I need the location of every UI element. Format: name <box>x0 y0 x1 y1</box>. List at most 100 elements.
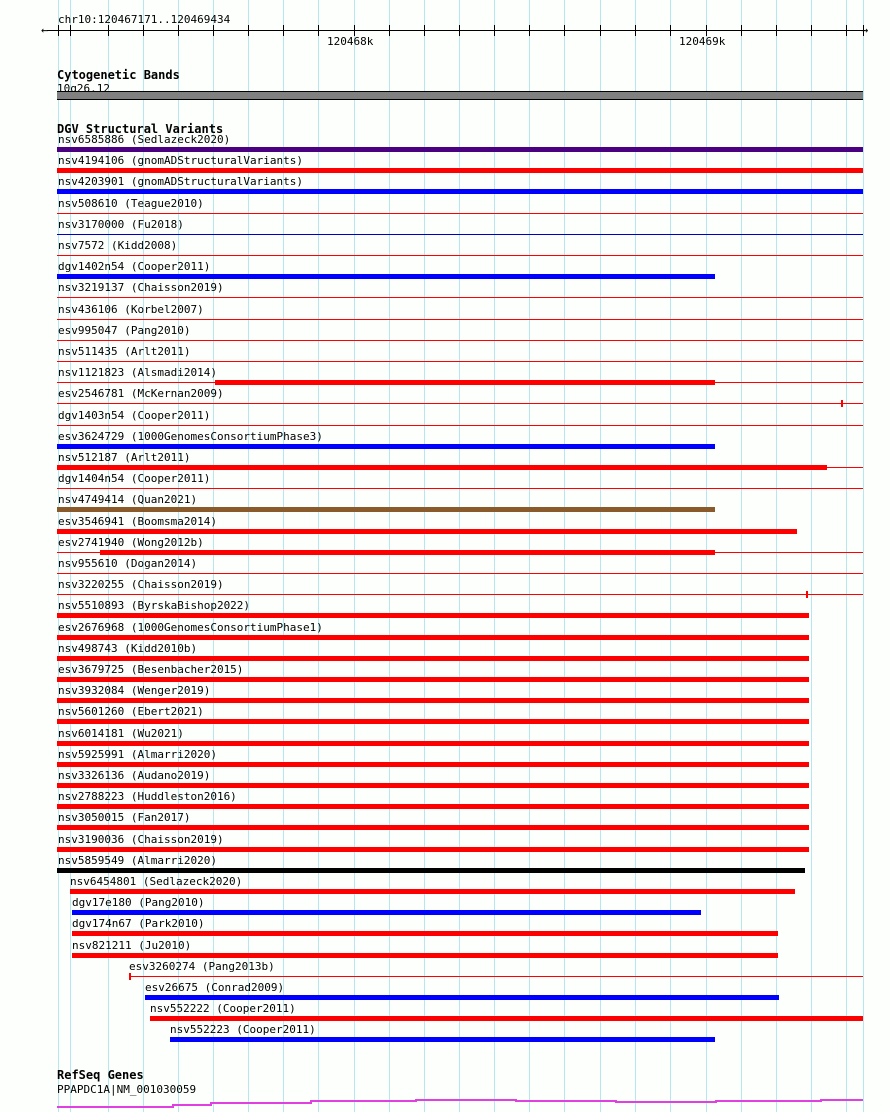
variant-bar[interactable] <box>57 573 863 574</box>
coordinate-ruler[interactable]: chr10:120467171..120469434 ← → 120468k 12… <box>0 0 890 50</box>
variant-bar[interactable] <box>100 549 715 555</box>
variant-track-row[interactable]: nsv3190036 (Chaisson2019) <box>0 833 890 854</box>
variant-bar[interactable] <box>57 634 809 640</box>
variant-track-row[interactable]: dgv17e180 (Pang2010) <box>0 896 890 917</box>
variant-track-row[interactable]: nsv3932084 (Wenger2019) <box>0 684 890 705</box>
variant-bar[interactable] <box>57 698 809 704</box>
variant-bar[interactable] <box>150 1016 863 1022</box>
variant-track-row[interactable]: dgv1403n54 (Cooper2011) <box>0 409 890 430</box>
gene-exon-segment[interactable] <box>310 1100 415 1102</box>
variant-bar[interactable] <box>57 318 863 320</box>
variant-track-row[interactable]: nsv5859549 (Almarri2020) <box>0 854 890 875</box>
gene-exon-segment[interactable] <box>172 1104 210 1106</box>
variant-bar[interactable] <box>57 297 863 299</box>
variant-bar[interactable] <box>57 168 863 174</box>
variant-track-row[interactable]: dgv174n67 (Park2010) <box>0 917 890 938</box>
variant-bar[interactable] <box>57 594 863 596</box>
variant-track-row[interactable]: nsv511435 (Arlt2011) <box>0 345 890 366</box>
variant-bar[interactable] <box>57 403 863 405</box>
variant-track-row[interactable]: esv3624729 (1000GenomesConsortiumPhase3) <box>0 430 890 451</box>
variant-track-row[interactable]: esv2676968 (1000GenomesConsortiumPhase1) <box>0 621 890 642</box>
variant-track-row[interactable]: esv3546941 (Boomsma2014) <box>0 515 890 536</box>
variant-track-row[interactable]: nsv4749414 (Quan2021) <box>0 493 890 514</box>
variant-track-row[interactable]: esv995047 (Pang2010) <box>0 324 890 345</box>
variant-bar[interactable] <box>57 740 809 746</box>
variant-bar[interactable] <box>57 424 863 426</box>
variant-bar[interactable] <box>57 804 809 810</box>
variant-bar[interactable] <box>215 380 715 386</box>
variant-track-row[interactable]: nsv4203901 (gnomADStructuralVariants) <box>0 175 890 196</box>
variant-track-row[interactable]: nsv2788223 (Huddleston2016) <box>0 790 890 811</box>
gene-exon-segment[interactable] <box>515 1100 615 1102</box>
variant-bar[interactable] <box>57 465 827 470</box>
variant-bar[interactable] <box>57 147 863 152</box>
ruler-right-arrow-icon[interactable]: → <box>861 23 869 37</box>
variant-track-row[interactable]: nsv3170000 (Fu2018) <box>0 218 890 239</box>
gene-exon-segment[interactable] <box>415 1099 515 1101</box>
variant-bar[interactable] <box>57 339 863 341</box>
variant-bar[interactable] <box>57 361 863 362</box>
variant-bar[interactable] <box>57 443 715 449</box>
variant-bar[interactable] <box>129 975 863 977</box>
variant-track-row[interactable]: nsv3326136 (Audano2019) <box>0 769 890 790</box>
variant-track-row[interactable]: nsv5925991 (Almarri2020) <box>0 748 890 769</box>
variant-track-row[interactable]: nsv512187 (Arlt2011) <box>0 451 890 472</box>
variant-bar[interactable] <box>57 825 809 831</box>
variant-bar[interactable] <box>57 488 863 490</box>
variant-bar[interactable] <box>57 677 809 682</box>
variant-track-row[interactable]: esv2546781 (McKernan2009) <box>0 387 890 408</box>
variant-bar[interactable] <box>57 783 809 788</box>
variant-track-row[interactable]: nsv6454801 (Sedlazeck2020) <box>0 875 890 896</box>
variant-track-row[interactable]: nsv3050015 (Fan2017) <box>0 811 890 832</box>
variant-bar[interactable] <box>57 613 809 619</box>
refseq-gene-label: PPAPDC1A|NM_001030059 <box>57 1083 197 1096</box>
gene-exon-segment[interactable] <box>820 1099 863 1101</box>
variant-track-row[interactable]: nsv3219137 (Chaisson2019) <box>0 281 890 302</box>
variant-track-row[interactable]: nsv1121823 (Alsmadi2014) <box>0 366 890 387</box>
gene-exon-segment[interactable] <box>57 1106 172 1108</box>
gene-exon-segment[interactable] <box>715 1100 820 1102</box>
variant-track-row[interactable]: nsv6585886 (Sedlazeck2020) <box>0 133 890 154</box>
variant-track-row[interactable]: esv2741940 (Wong2012b) <box>0 536 890 557</box>
variant-track-row[interactable]: dgv1402n54 (Cooper2011) <box>0 260 890 281</box>
gene-exon-segment[interactable] <box>210 1102 310 1104</box>
variant-track-row[interactable]: nsv5510893 (ByrskaBishop2022) <box>0 599 890 620</box>
variant-track-row[interactable]: nsv552223 (Cooper2011) <box>0 1023 890 1044</box>
variant-track-row[interactable]: esv3679725 (Besenbacher2015) <box>0 663 890 684</box>
ruler-left-arrow-icon[interactable]: ← <box>41 23 49 37</box>
variant-track-row[interactable]: dgv1404n54 (Cooper2011) <box>0 472 890 493</box>
variant-track-row[interactable]: nsv821211 (Ju2010) <box>0 939 890 960</box>
variant-bar[interactable] <box>57 655 809 661</box>
variant-track-row[interactable]: nsv7572 (Kidd2008) <box>0 239 890 260</box>
variant-track-row[interactable]: nsv3220255 (Chaisson2019) <box>0 578 890 599</box>
variant-track-row[interactable]: nsv6014181 (Wu2021) <box>0 727 890 748</box>
variant-track-row[interactable]: esv3260274 (Pang2013b) <box>0 960 890 981</box>
variant-bar[interactable] <box>145 995 779 1000</box>
variant-bar[interactable] <box>57 846 809 852</box>
variant-bar[interactable] <box>57 507 715 513</box>
variant-track-row[interactable]: nsv498743 (Kidd2010b) <box>0 642 890 663</box>
variant-bar[interactable] <box>57 867 805 873</box>
variant-bar[interactable] <box>57 189 863 195</box>
variant-track-row[interactable]: nsv508610 (Teague2010) <box>0 197 890 218</box>
variant-bar[interactable] <box>70 889 795 894</box>
variant-bar[interactable] <box>170 1037 715 1043</box>
variant-bar[interactable] <box>57 233 863 235</box>
variant-track-row[interactable]: nsv5601260 (Ebert2021) <box>0 705 890 726</box>
variant-track-row[interactable]: nsv436106 (Korbel2007) <box>0 303 890 324</box>
variant-bar[interactable] <box>57 719 809 725</box>
variant-bar[interactable] <box>72 931 778 937</box>
variant-bar[interactable] <box>57 212 863 214</box>
variant-bar[interactable] <box>57 274 715 280</box>
variant-track-row[interactable]: nsv955610 (Dogan2014) <box>0 557 890 578</box>
variant-bar[interactable] <box>57 528 797 534</box>
cytogenetic-band-bar[interactable] <box>57 91 863 100</box>
variant-track-row[interactable]: nsv552222 (Cooper2011) <box>0 1002 890 1023</box>
variant-track-row[interactable]: esv26675 (Conrad2009) <box>0 981 890 1002</box>
variant-bar[interactable] <box>57 255 863 256</box>
gene-exon-segment[interactable] <box>615 1101 715 1103</box>
variant-bar[interactable] <box>57 761 809 767</box>
variant-bar[interactable] <box>72 952 778 958</box>
variant-bar[interactable] <box>72 910 701 916</box>
variant-track-row[interactable]: nsv4194106 (gnomADStructuralVariants) <box>0 154 890 175</box>
